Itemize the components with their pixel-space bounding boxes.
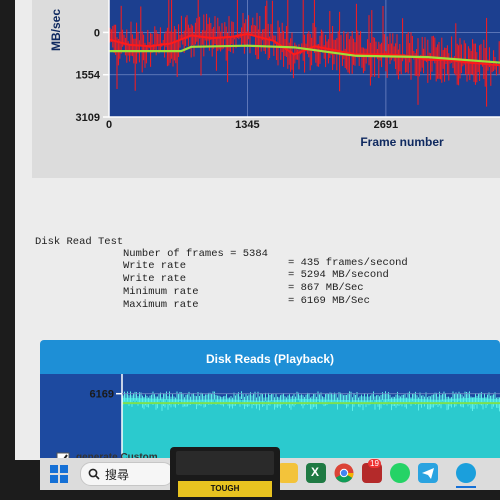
tough-device: TOUGH bbox=[170, 447, 280, 500]
telegram-icon[interactable] bbox=[418, 463, 438, 483]
mail-badge: 19 bbox=[368, 459, 381, 468]
report-row-value: = 867 MB/Sec bbox=[288, 282, 364, 294]
taskbar-search[interactable]: 搜尋 bbox=[80, 462, 174, 486]
excel-icon[interactable]: X bbox=[306, 463, 326, 483]
read-rate-area bbox=[122, 397, 500, 460]
y-axis-label: MB/sec bbox=[49, 9, 63, 51]
x-axis-label: Frame number bbox=[360, 135, 444, 149]
start-button[interactable] bbox=[50, 465, 68, 483]
chart-title: Disk Reads (Playback) bbox=[205, 352, 335, 366]
x-tick-label: 0 bbox=[106, 119, 112, 131]
report-row-value: = 6169 MB/Sec bbox=[288, 295, 370, 307]
y-tick-label: 0 bbox=[94, 27, 100, 39]
whatsapp-icon[interactable] bbox=[390, 463, 410, 483]
monitor-screen: 3109 1554 0 0 1345 2691 MB/sec Frame number D… bbox=[15, 0, 500, 460]
mail-icon[interactable]: 19 bbox=[362, 459, 382, 483]
report-row-label: Number of frames = 5384 bbox=[123, 248, 268, 260]
read-rate-chart-panel: 6169 Disk Reads (Playback) bbox=[40, 340, 500, 460]
search-icon bbox=[88, 468, 100, 480]
y-tick-label: 3109 bbox=[76, 112, 100, 124]
write-rate-chart: 3109 1554 0 0 1345 2691 MB/sec Frame number bbox=[49, 0, 500, 149]
y-tick-label: 6169 bbox=[90, 389, 114, 401]
write-rate-chart-panel: 3109 1554 0 0 1345 2691 MB/sec Frame number bbox=[32, 0, 500, 178]
x-tick-label: 2691 bbox=[374, 119, 398, 131]
active-app-indicator bbox=[456, 486, 476, 488]
start-icon bbox=[50, 465, 68, 483]
explorer-icon[interactable] bbox=[278, 463, 298, 483]
device-body bbox=[176, 451, 274, 475]
checkbox-label: generate Custom bbox=[76, 452, 158, 463]
report-row-label: Write rate bbox=[123, 273, 187, 285]
device-label: TOUGH bbox=[178, 481, 272, 497]
x-tick-label: 1345 bbox=[235, 119, 259, 131]
write-average-line bbox=[109, 44, 500, 64]
y-tick-label: 1554 bbox=[76, 70, 101, 82]
search-placeholder: 搜尋 bbox=[105, 468, 130, 482]
report-row-value: = 435 frames/second bbox=[288, 257, 408, 269]
read-rate-chart: 6169 bbox=[40, 340, 500, 460]
report-row-label: Write rate bbox=[123, 260, 187, 272]
chrome-icon[interactable] bbox=[334, 463, 354, 483]
report-row-label: Minimum rate bbox=[123, 286, 199, 298]
report-row-label: Maximum rate bbox=[123, 299, 199, 311]
edge-icon[interactable] bbox=[456, 463, 476, 483]
report-row-value: = 5294 MB/second bbox=[288, 269, 389, 281]
report-heading: Disk Read Test bbox=[35, 236, 124, 248]
